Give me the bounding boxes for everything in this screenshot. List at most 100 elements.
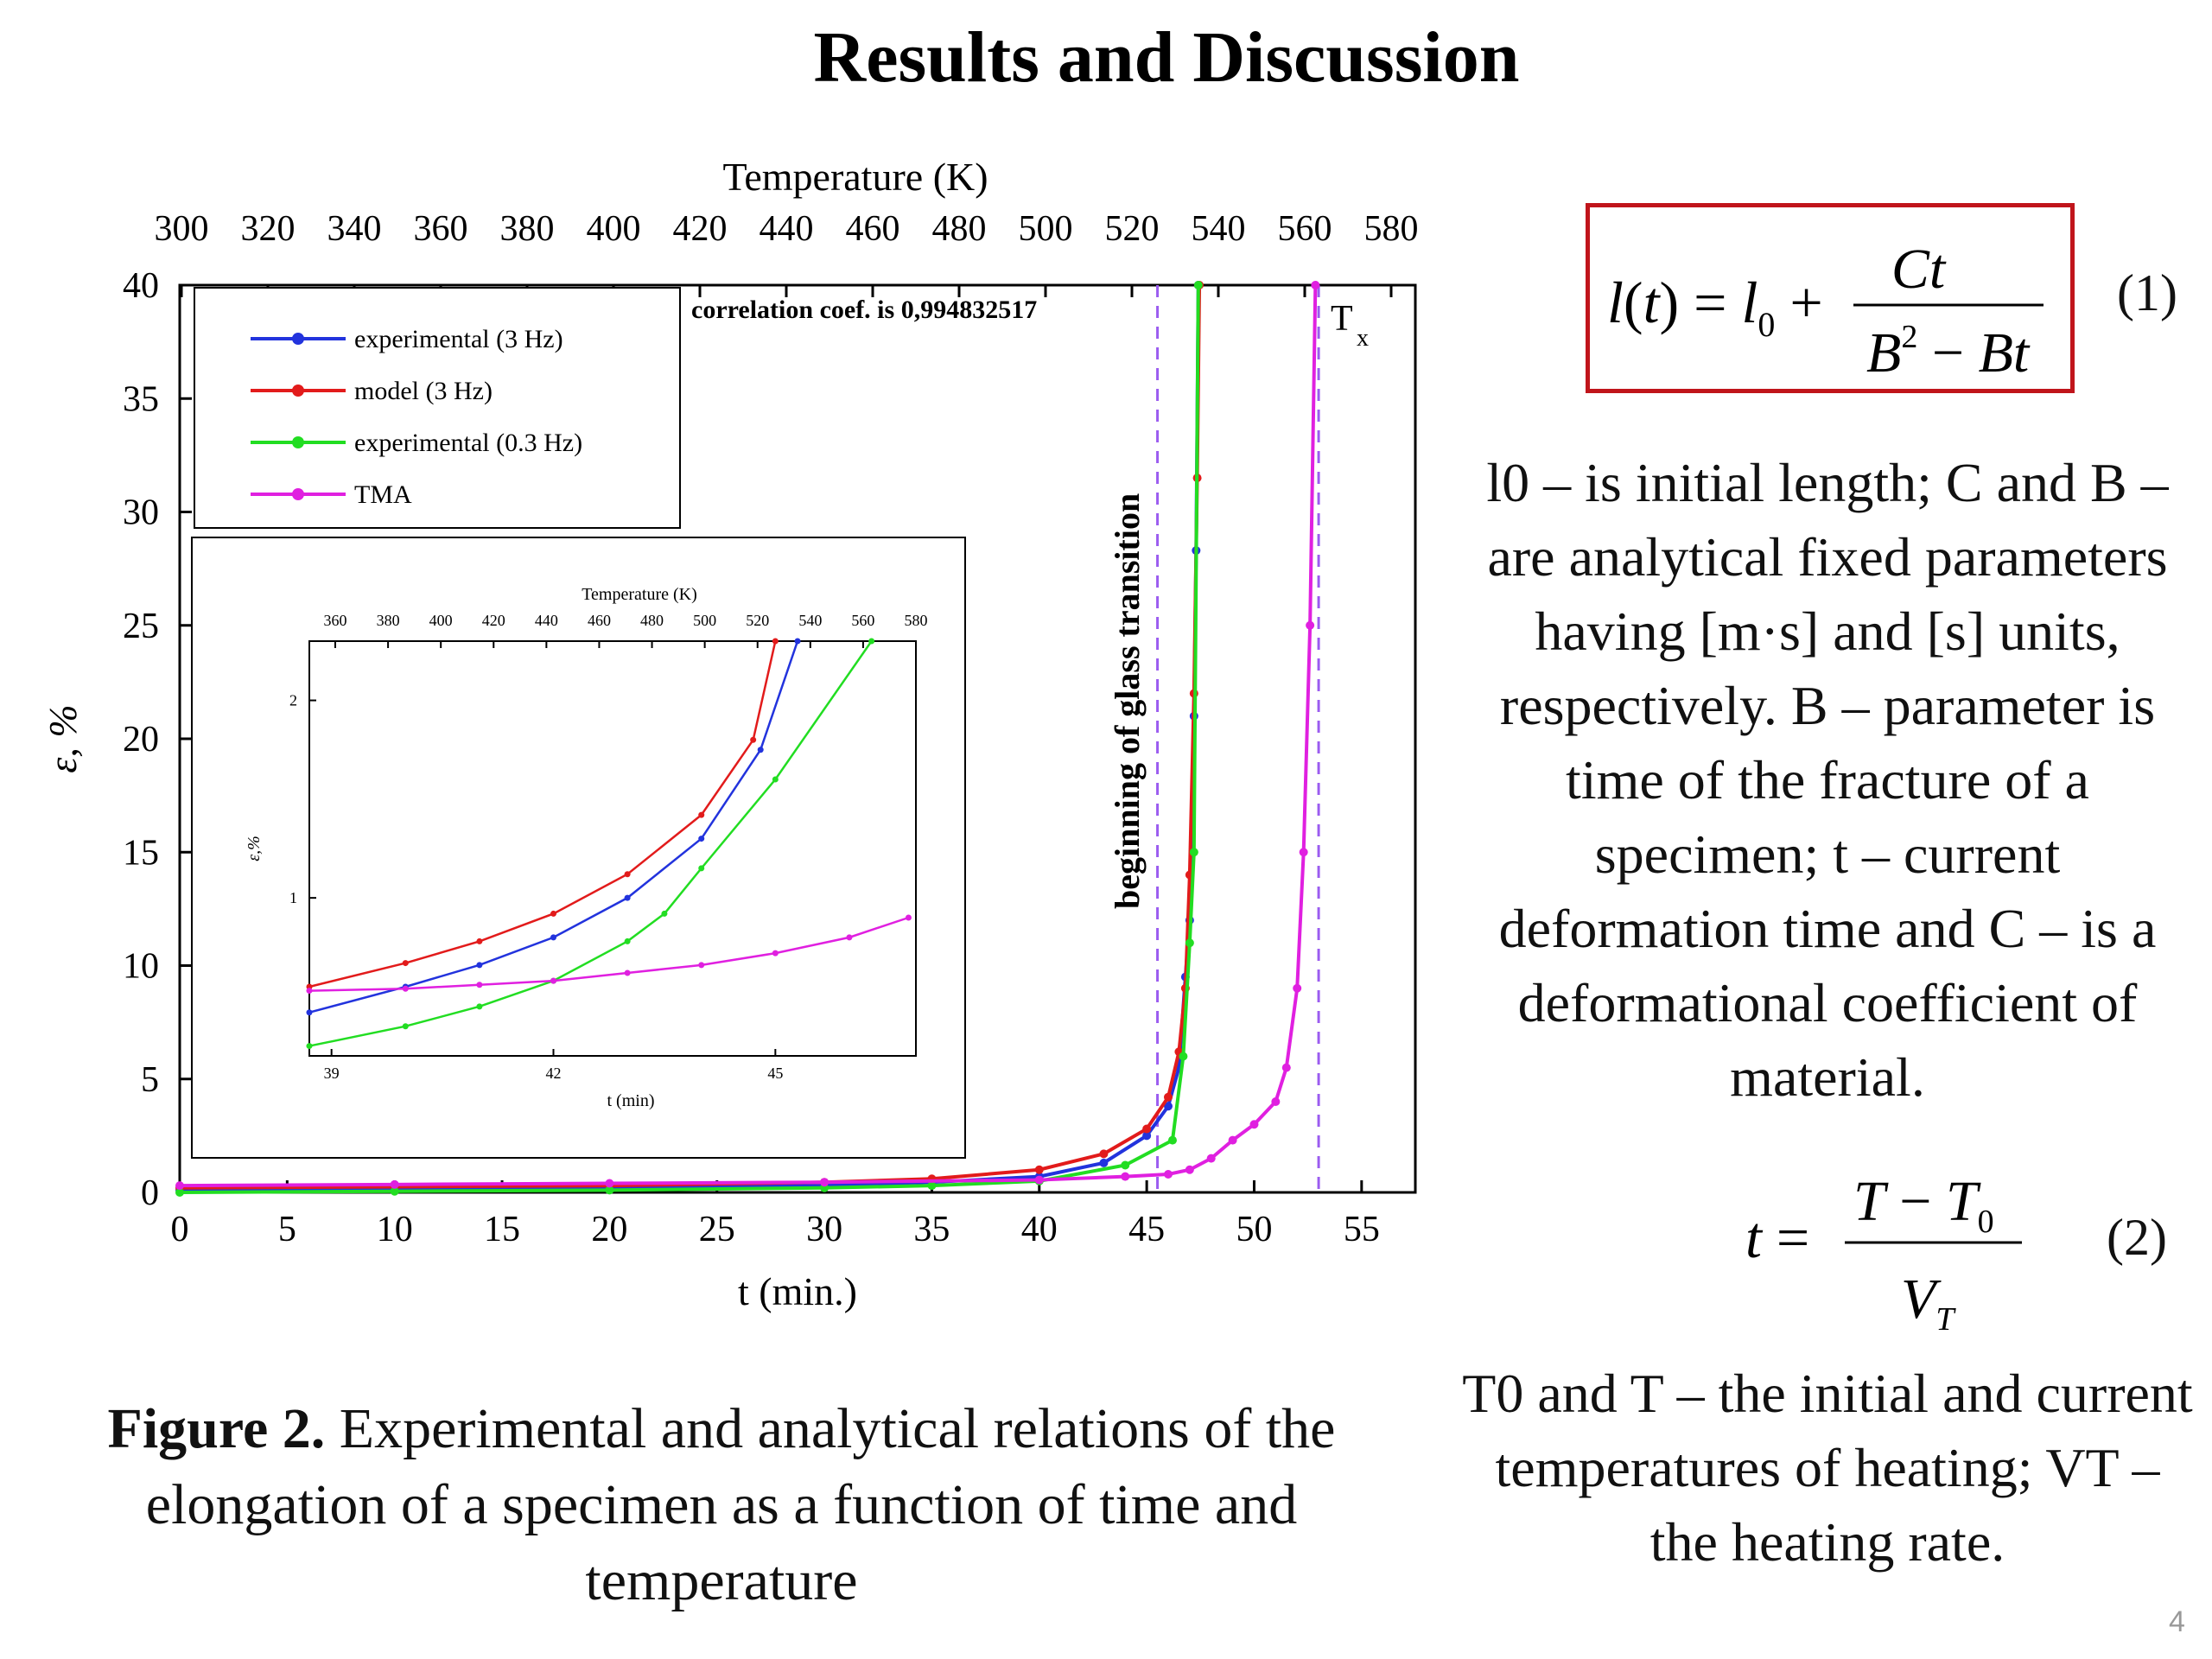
inset-temperature-tick-label: 440	[535, 612, 558, 629]
inset-ticks: 39 42 45 1 2 360 380 400 420 440 460 480 500 520 540 56…	[289, 612, 928, 1082]
inset-series-point	[624, 871, 631, 878]
series-point	[1185, 938, 1194, 948]
equation-2-number: (2)	[2107, 1209, 2167, 1266]
inset-temperature-tick-label: 400	[429, 612, 453, 629]
inset-series-point	[772, 776, 779, 783]
vertical-reference-lines	[1156, 285, 1320, 1192]
inset-series-point	[750, 736, 757, 743]
y-axis-ticks: 0 5 10 15 20 25 30 35 40	[123, 266, 192, 1213]
svg-text:t =: t =	[1745, 1205, 1809, 1270]
equation-2-description: T0 and T – the initial and current tempe…	[1462, 1363, 2193, 1573]
temperature-tick-label: 580	[1364, 209, 1419, 249]
inset-series-point	[698, 865, 705, 872]
inset-series-point	[550, 977, 557, 984]
series-point	[820, 1178, 830, 1187]
inset-series-point	[306, 1009, 313, 1016]
legend-label: model (3 Hz)	[354, 377, 493, 405]
x-tick-label: 40	[1021, 1210, 1058, 1249]
temperature-tick-label: 520	[1105, 209, 1160, 249]
inset-y-label: ε,%	[245, 836, 264, 861]
y-tick-label: 10	[123, 947, 159, 987]
x-tick-label: 35	[913, 1210, 950, 1249]
inset-series-point	[550, 910, 557, 917]
figure-caption-text: Experimental and analytical relations of…	[145, 1397, 1336, 1612]
y-tick-label: 20	[123, 720, 159, 760]
inset-series-point	[550, 934, 557, 941]
y-tick-label: 5	[141, 1060, 159, 1100]
series-point	[1099, 1149, 1109, 1159]
series-point	[1142, 1124, 1152, 1134]
inset-series-point	[772, 950, 779, 957]
series-point	[1099, 1158, 1109, 1167]
inset-temperature-tick-label: 460	[588, 612, 611, 629]
temperature-tick-label: 380	[500, 209, 555, 249]
y-axis-label: ε, %	[41, 704, 85, 772]
series-point	[1271, 1097, 1281, 1106]
elongation-chart: 0 5 10 15 20 25 30 35 40 45 50 55 0510152025303540 …	[41, 155, 1419, 1313]
inset-temperature-tick-label: 540	[798, 612, 822, 629]
temperature-tick-label: 340	[327, 209, 382, 249]
inset-series-point	[794, 638, 801, 645]
series-point	[927, 1181, 937, 1191]
equation-1-box	[1586, 203, 2075, 393]
inset-x-tick-label: 45	[767, 1065, 783, 1082]
slide-title: Results and Discussion	[813, 17, 1520, 98]
inset-temperature-tick-label: 360	[324, 612, 347, 629]
x-tick-label: 0	[171, 1210, 189, 1249]
inset-series-point	[757, 747, 764, 753]
inset-series-point	[905, 914, 912, 921]
equation-1-number: (1)	[2117, 264, 2177, 321]
series-point	[390, 1186, 399, 1196]
inset-temperature-label: Temperature (K)	[582, 585, 697, 604]
inset-series-point	[402, 960, 409, 967]
svg-text:VT: VT	[1901, 1268, 1956, 1338]
temperature-tick-label: 460	[846, 209, 900, 249]
inset-series-point	[476, 962, 483, 969]
temperature-tick-label: 400	[587, 209, 641, 249]
series-layer	[175, 281, 1320, 1197]
inset-temperature-tick-label: 480	[640, 612, 664, 629]
series-point	[1306, 620, 1315, 630]
legend-box	[194, 287, 681, 529]
series-point	[1311, 281, 1320, 289]
x-tick-label: 5	[278, 1210, 296, 1249]
series-point	[605, 1185, 614, 1195]
correlation-annotation: correlation coef. is 0,994832517	[691, 296, 1037, 324]
series-point	[1228, 1135, 1237, 1145]
legend-swatch-marker	[292, 436, 304, 448]
temperature-tick-label: 360	[414, 209, 468, 249]
inset-series-point	[846, 934, 853, 941]
inset-series-point	[868, 638, 875, 645]
inset-temperature-tick-label: 420	[482, 612, 505, 629]
temperature-tick-label: 540	[1192, 209, 1246, 249]
inset-series-point	[402, 1023, 409, 1030]
inset-series-point	[476, 982, 483, 988]
inset-series-point	[698, 962, 705, 969]
series-point	[1164, 1102, 1173, 1111]
series-point	[1206, 1154, 1216, 1163]
inset-series-point	[624, 938, 631, 944]
legend-swatch-marker	[292, 333, 304, 345]
x-tick-label: 30	[806, 1210, 842, 1249]
series-point	[1167, 1135, 1177, 1145]
temperature-tick-label: 420	[673, 209, 728, 249]
inset-x-tick-label: 42	[546, 1065, 562, 1082]
legend-label: TMA	[354, 480, 412, 509]
series-point	[1034, 1165, 1044, 1174]
series-point	[605, 1179, 614, 1188]
temperature-tick-label: 320	[241, 209, 296, 249]
y-tick-label: 15	[123, 833, 159, 873]
series-line	[179, 284, 1200, 1194]
x-axis-label: t (min.)	[738, 1269, 857, 1313]
inset-temperature-tick-label: 560	[851, 612, 874, 629]
series-point	[1281, 1063, 1291, 1072]
inset-temperature-tick-label: 380	[377, 612, 400, 629]
series-point	[1299, 848, 1308, 857]
x-tick-label: 50	[1236, 1210, 1272, 1249]
inset-series-point	[306, 988, 313, 995]
legend-label: experimental (0.3 Hz)	[354, 429, 582, 457]
y-tick-label: 0	[141, 1173, 159, 1213]
temperature-tick-label: 480	[932, 209, 987, 249]
equation-2: t = T − T0 VT	[1745, 1170, 2022, 1338]
inset-series-point	[698, 836, 705, 842]
